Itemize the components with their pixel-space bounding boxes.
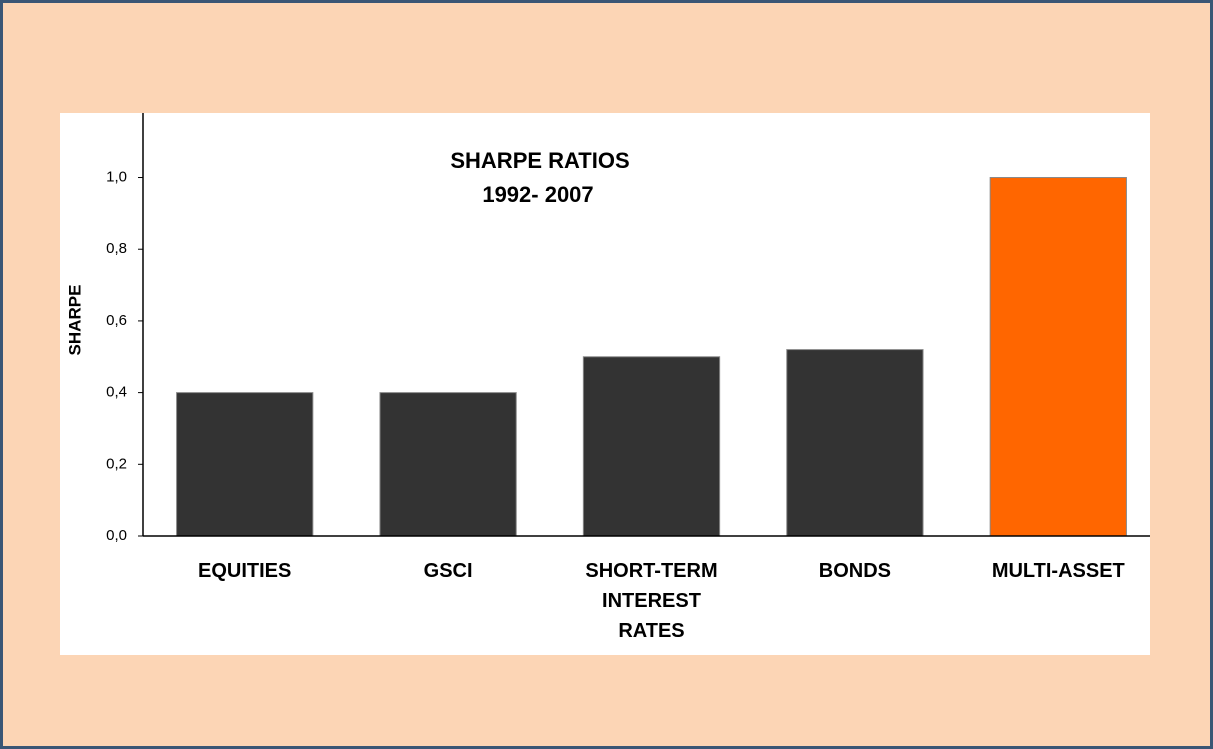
x-tick-label: GSCI (423, 560, 473, 582)
y-tick-label: 0,8 (106, 240, 127, 257)
chart-subtitle: 1992- 2007 (482, 182, 593, 207)
x-tick-label: EQUITIES (198, 560, 292, 582)
chart-title: SHARPE RATIOS (450, 148, 629, 173)
bar (582, 356, 721, 537)
x-tick-label: BONDS (818, 560, 891, 582)
bar (989, 177, 1127, 537)
y-tick-label: 0,2 (106, 455, 127, 472)
bar (379, 392, 517, 537)
y-tick-label: 0,6 (106, 312, 127, 329)
y-axis-label: SHARPE (65, 285, 84, 356)
y-tick-label: 1,0 (106, 168, 127, 185)
bar (786, 349, 924, 537)
y-tick-label: 0,4 (106, 384, 127, 401)
y-tick-label: 0,0 (106, 527, 127, 544)
x-tick-label: SHORT-TERM INTEREST RATES (585, 560, 718, 642)
bar (176, 392, 314, 537)
x-tick-label: MULTI-ASSET (991, 560, 1125, 582)
